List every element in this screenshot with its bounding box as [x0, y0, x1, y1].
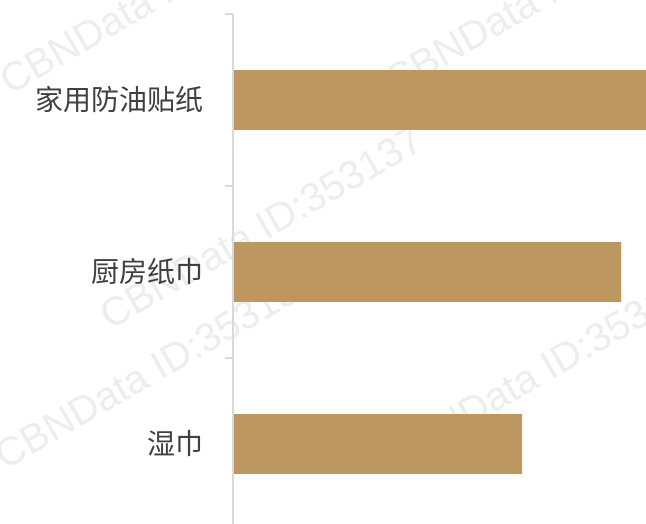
bar: [234, 242, 622, 302]
category-label: 厨房纸巾: [91, 256, 203, 289]
y-axis-ticks: [225, 13, 233, 359]
category-label: 家用防油贴纸: [35, 84, 203, 117]
bar: [234, 70, 646, 130]
category-label: 湿巾: [147, 428, 203, 461]
bars: [234, 70, 646, 474]
bar: [234, 414, 523, 474]
